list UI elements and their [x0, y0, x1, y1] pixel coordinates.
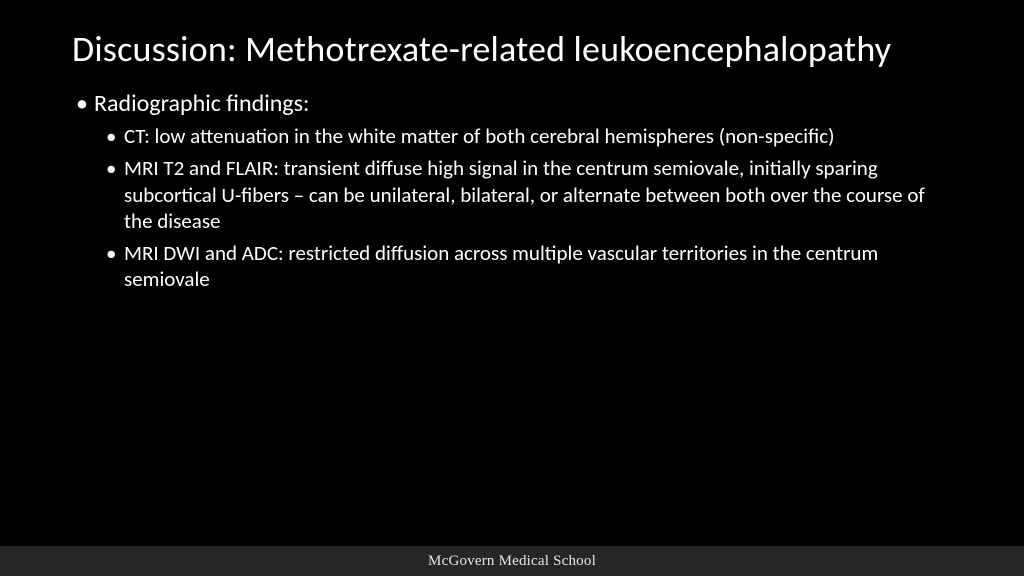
bullet-list-level1: Radiographic findings: CT: low attenuati…	[76, 89, 952, 293]
footer-bar: McGovern Medical School	[0, 546, 1024, 576]
list-item: MRI T2 and FLAIR: transient diffuse high…	[124, 155, 952, 234]
bullet-text: CT: low attenuation in the white matter …	[124, 123, 834, 149]
bullet-text: Radiographic findings:	[94, 89, 309, 118]
slide-title: Discussion: Methotrexate-related leukoen…	[72, 28, 952, 71]
list-item: Radiographic findings: CT: low attenuati…	[94, 89, 952, 293]
slide: Discussion: Methotrexate-related leukoen…	[0, 0, 1024, 576]
list-item: CT: low attenuation in the white matter …	[124, 123, 952, 149]
footer-text: McGovern Medical School	[428, 553, 596, 570]
slide-content: Radiographic findings: CT: low attenuati…	[72, 89, 952, 293]
list-item: MRI DWI and ADC: restricted diffusion ac…	[124, 240, 952, 293]
bullet-text: MRI T2 and FLAIR: transient diffuse high…	[124, 155, 925, 234]
bullet-list-level2: CT: low attenuation in the white matter …	[94, 123, 952, 293]
bullet-text-bold: MRI DWI and ADC: restricted diffusion ac…	[124, 240, 878, 292]
